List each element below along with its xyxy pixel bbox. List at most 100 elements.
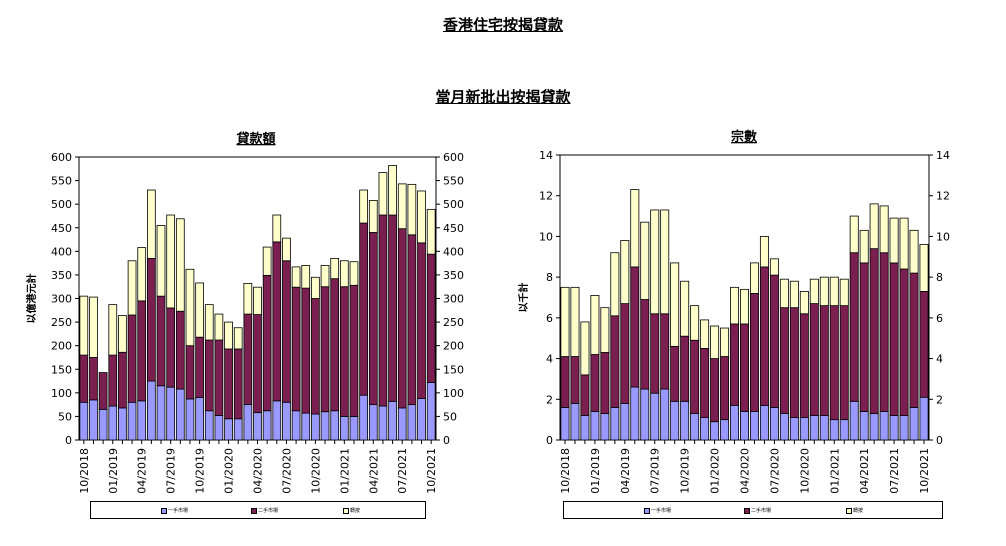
y-tick-label-left: 14 xyxy=(539,149,553,162)
bar-refi xyxy=(214,313,224,341)
bar-primary xyxy=(137,400,147,441)
bar-secondary xyxy=(869,248,879,414)
bar-primary xyxy=(339,416,349,441)
bar-refi xyxy=(749,262,759,294)
bar-refi xyxy=(610,252,620,317)
legend-label-primary: 一手市場 xyxy=(651,508,672,514)
y-tick-label-left: 350 xyxy=(51,269,72,282)
bar-secondary xyxy=(909,272,919,408)
bar-primary xyxy=(175,388,185,441)
bar-secondary xyxy=(919,290,929,398)
bar-refi xyxy=(650,209,660,315)
bar-primary xyxy=(156,385,166,441)
x-tick-label: 10/2018 xyxy=(559,448,572,494)
x-tick-label: 10/2019 xyxy=(194,448,207,494)
y-tick-label-left: 550 xyxy=(51,175,72,188)
bar-refi xyxy=(580,321,590,376)
y-axis-label: 以億港元計 xyxy=(25,274,38,324)
legend-swatch-primary xyxy=(644,507,650,514)
bar-secondary xyxy=(378,214,388,407)
legend-swatch-secondary xyxy=(251,507,257,514)
x-tick-label: 10/2021 xyxy=(918,448,931,494)
bar-refi xyxy=(156,224,166,297)
legend-label-secondary: 二手市場 xyxy=(751,508,772,514)
legend-item-secondary: 二手市場 xyxy=(744,507,771,514)
bar-secondary xyxy=(388,214,397,402)
bar-refi xyxy=(378,172,388,216)
y-tick-label-left: 600 xyxy=(51,151,72,164)
bar-primary xyxy=(570,402,580,441)
bar-secondary xyxy=(156,295,166,387)
bar-primary xyxy=(759,404,769,441)
x-tick-label: 01/2021 xyxy=(338,448,351,494)
bar-secondary xyxy=(590,354,600,412)
x-tick-label: 01/2019 xyxy=(589,448,602,494)
bar-refi xyxy=(710,325,720,359)
bar-primary xyxy=(590,411,600,441)
bar-refi xyxy=(204,304,214,341)
bar-secondary xyxy=(417,242,426,399)
y-tick-label-right: 0 xyxy=(443,434,450,447)
bar-primary xyxy=(311,413,320,441)
bar-refi xyxy=(590,295,600,355)
bar-refi xyxy=(720,327,730,357)
x-tick-label: 07/2020 xyxy=(768,448,781,494)
y-tick-label-left: 12 xyxy=(539,190,553,203)
bar-refi xyxy=(339,260,349,288)
bar-primary xyxy=(620,402,630,441)
y-tick-label-right: 350 xyxy=(443,269,464,282)
bar-primary xyxy=(127,401,137,441)
bar-secondary xyxy=(660,313,670,390)
bar-primary xyxy=(214,415,224,441)
bar-refi xyxy=(789,280,799,309)
legend-item-refi: 轉按 xyxy=(343,507,360,514)
bar-primary xyxy=(720,419,730,441)
bar-secondary xyxy=(407,234,417,406)
bar-refi xyxy=(262,246,272,276)
bar-secondary xyxy=(118,351,127,409)
bar-refi xyxy=(660,209,670,315)
y-tick-label-right: 400 xyxy=(443,245,464,258)
bar-primary xyxy=(320,411,330,441)
bar-primary xyxy=(859,411,869,441)
bar-secondary xyxy=(809,303,819,416)
x-tick-label: 04/2020 xyxy=(739,448,752,494)
bar-secondary xyxy=(889,262,899,416)
bar-primary xyxy=(749,411,759,441)
x-tick-label: 10/2020 xyxy=(309,448,322,494)
bar-refi xyxy=(243,283,253,315)
bar-secondary xyxy=(680,335,690,402)
bar-secondary xyxy=(640,299,650,390)
bar-refi xyxy=(224,321,233,350)
legend-case-count: 一手市場 二手市場 轉按 xyxy=(563,501,943,519)
bar-refi xyxy=(330,258,340,280)
bar-primary xyxy=(919,396,929,441)
bar-primary xyxy=(899,415,909,441)
bar-refi xyxy=(118,315,127,353)
bar-secondary xyxy=(839,305,849,421)
x-tick-label: 10/2020 xyxy=(798,448,811,494)
legend-item-secondary: 二手市場 xyxy=(251,507,278,514)
bar-refi xyxy=(397,183,407,230)
x-tick-label: 10/2018 xyxy=(78,448,91,494)
x-tick-label: 07/2019 xyxy=(649,448,662,494)
bar-primary xyxy=(690,413,700,441)
y-tick-label-right: 50 xyxy=(443,410,457,423)
legend-label-refi: 轉按 xyxy=(350,508,361,514)
y-tick-label-left: 6 xyxy=(546,312,553,325)
y-tick-label-right: 250 xyxy=(443,316,464,329)
x-tick-label: 04/2019 xyxy=(136,448,149,494)
bar-secondary xyxy=(243,313,253,406)
bar-refi xyxy=(166,214,176,309)
bar-primary xyxy=(640,388,650,441)
bar-primary xyxy=(330,410,340,441)
y-tick-label-left: 450 xyxy=(51,222,72,235)
bar-refi xyxy=(799,290,809,315)
sub-title: 當月新批出按揭貸款 xyxy=(435,88,571,106)
bar-primary xyxy=(79,401,89,441)
bar-secondary xyxy=(819,305,829,416)
legend-swatch-refi xyxy=(846,507,852,514)
bar-refi xyxy=(829,276,839,307)
bar-secondary xyxy=(426,253,436,383)
bar-refi xyxy=(899,217,909,270)
